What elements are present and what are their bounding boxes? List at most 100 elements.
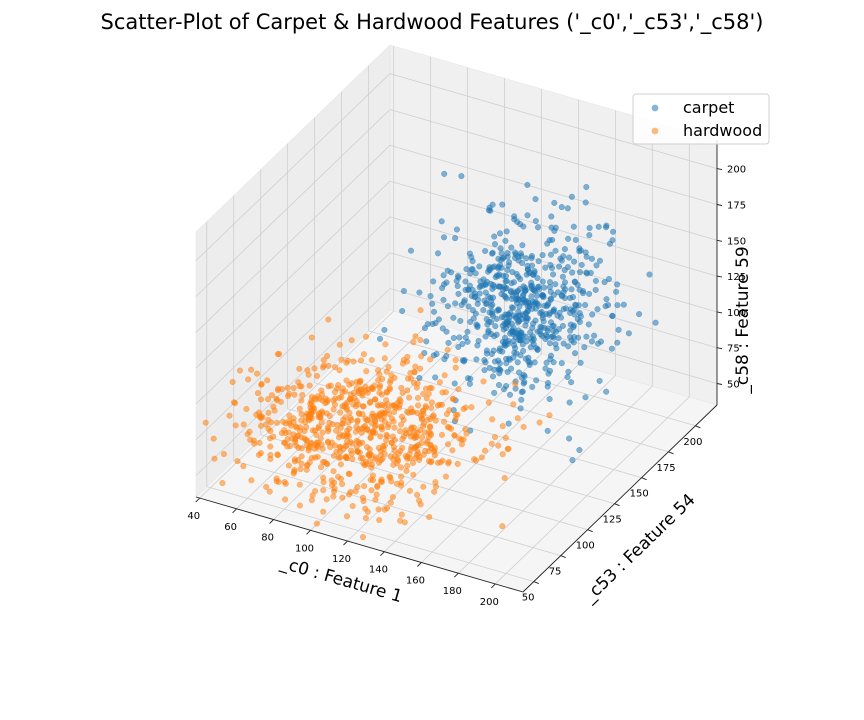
point-carpet (440, 296, 447, 303)
point-hardwood (427, 441, 434, 448)
point-carpet (491, 389, 498, 396)
point-carpet (540, 294, 547, 301)
point-carpet (432, 374, 439, 381)
point-hardwood (357, 378, 364, 385)
point-carpet (522, 287, 529, 294)
point-hardwood (416, 497, 423, 504)
gridline-x-floor (421, 375, 616, 563)
point-hardwood (308, 497, 315, 504)
point-hardwood (348, 337, 355, 344)
point-carpet (583, 269, 590, 276)
point-hardwood (307, 414, 314, 421)
y-tick-mark (587, 529, 593, 533)
point-hardwood (359, 534, 367, 541)
point-hardwood (366, 446, 373, 453)
point-carpet (558, 360, 565, 367)
point-hardwood (398, 421, 405, 428)
point-carpet (550, 307, 557, 314)
point-carpet (558, 204, 565, 211)
point-carpet (535, 258, 542, 265)
point-hardwood (291, 391, 298, 398)
point-hardwood (372, 496, 379, 503)
point-carpet (500, 386, 508, 393)
point-hardwood (254, 390, 261, 397)
point-carpet (475, 337, 482, 344)
z-tick-mark (716, 347, 723, 350)
point-hardwood (404, 453, 411, 460)
point-hardwood (460, 405, 467, 413)
point-hardwood (337, 461, 344, 468)
point-carpet (591, 332, 598, 339)
point-carpet (547, 261, 554, 269)
point-carpet (548, 333, 555, 340)
point-hardwood (303, 466, 310, 473)
point-carpet (502, 338, 509, 345)
point-hardwood (299, 391, 306, 399)
point-hardwood (320, 487, 327, 494)
point-carpet (545, 370, 552, 377)
point-hardwood (448, 425, 455, 432)
point-carpet (517, 405, 524, 412)
point-hardwood (251, 440, 258, 447)
point-carpet (452, 235, 459, 242)
point-hardwood (303, 424, 310, 431)
point-carpet (562, 286, 569, 293)
point-hardwood (431, 488, 438, 495)
point-carpet (527, 329, 534, 336)
point-hardwood (359, 439, 366, 446)
gridline-z-left (195, 180, 391, 369)
point-carpet (564, 373, 571, 381)
point-hardwood (546, 412, 553, 419)
point-carpet (462, 286, 469, 293)
point-hardwood (285, 462, 292, 469)
point-hardwood (348, 447, 355, 454)
point-carpet (588, 338, 595, 345)
point-hardwood (257, 396, 265, 403)
point-carpet (435, 316, 442, 323)
point-carpet (596, 257, 604, 264)
point-carpet (555, 335, 562, 342)
point-carpet (615, 326, 622, 333)
point-carpet (581, 344, 588, 351)
point-hardwood (267, 451, 274, 459)
point-carpet (586, 232, 593, 239)
point-carpet (570, 223, 577, 230)
point-carpet (495, 307, 502, 314)
point-hardwood (296, 481, 303, 488)
point-carpet (546, 340, 554, 347)
point-carpet (566, 254, 573, 261)
point-carpet (603, 296, 610, 303)
point-carpet (525, 354, 532, 361)
point-carpet (519, 242, 526, 249)
z-tick-label: 75 (727, 344, 740, 355)
point-hardwood (422, 385, 430, 392)
point-hardwood (211, 455, 218, 462)
point-hardwood (376, 517, 383, 524)
point-hardwood (499, 423, 506, 430)
point-hardwood (330, 493, 337, 500)
point-hardwood (330, 488, 338, 495)
point-hardwood (420, 483, 427, 490)
point-hardwood (296, 383, 303, 390)
point-hardwood (428, 399, 435, 406)
point-carpet (530, 341, 537, 348)
point-carpet (603, 388, 610, 395)
point-carpet (451, 380, 458, 387)
point-hardwood (296, 502, 303, 509)
point-hardwood (320, 508, 327, 515)
gridline-z-left (195, 145, 391, 333)
point-carpet (529, 383, 536, 390)
point-carpet (532, 217, 539, 225)
point-hardwood (319, 397, 326, 404)
point-hardwood (436, 401, 443, 408)
point-hardwood (335, 382, 342, 389)
point-hardwood (331, 364, 339, 371)
point-carpet (490, 281, 497, 289)
point-hardwood (343, 453, 350, 460)
x-tick-mark (453, 572, 459, 578)
point-hardwood (346, 470, 353, 478)
point-hardwood (293, 424, 300, 431)
point-hardwood (449, 447, 456, 454)
point-hardwood (375, 506, 382, 513)
point-hardwood (391, 424, 398, 431)
